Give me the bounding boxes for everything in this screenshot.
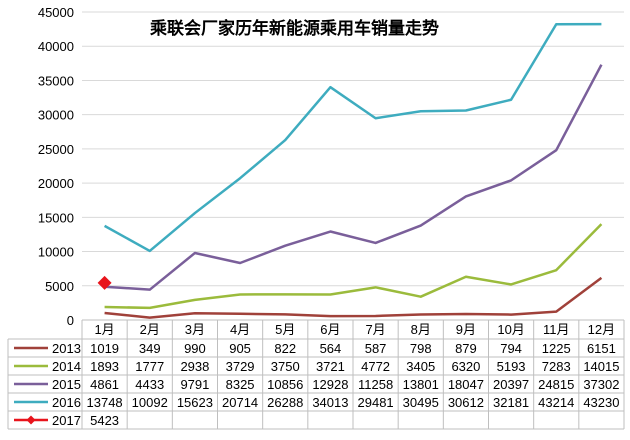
data-label: 3729 — [226, 359, 255, 374]
legend-marker-2017 — [26, 415, 36, 425]
legend-label-2016: 2016 — [52, 395, 81, 410]
data-label: 794 — [500, 341, 522, 356]
data-label: 1019 — [90, 341, 119, 356]
data-label: 905 — [229, 341, 251, 356]
x-tick-label: 7月 — [365, 322, 385, 337]
data-label: 24815 — [538, 377, 574, 392]
x-tick-label: 5月 — [275, 322, 295, 337]
data-label: 798 — [410, 341, 432, 356]
data-label: 822 — [274, 341, 296, 356]
data-label: 14015 — [583, 359, 619, 374]
data-label: 10092 — [132, 395, 168, 410]
data-label: 13748 — [87, 395, 123, 410]
data-label: 564 — [320, 341, 342, 356]
series-line-2015 — [104, 64, 603, 291]
data-label: 349 — [139, 341, 161, 356]
x-tick-label: 9月 — [456, 322, 476, 337]
x-tick-label: 4月 — [230, 322, 250, 337]
data-label: 2938 — [180, 359, 209, 374]
data-label: 37302 — [583, 377, 619, 392]
series-line-2016 — [103, 22, 602, 253]
y-tick-label: 15000 — [38, 210, 74, 225]
data-label: 587 — [365, 341, 387, 356]
data-label: 43214 — [538, 395, 574, 410]
data-label: 20714 — [222, 395, 258, 410]
data-label: 43230 — [583, 395, 619, 410]
data-label: 1893 — [90, 359, 119, 374]
data-label: 30495 — [403, 395, 439, 410]
data-table: 1月 2月 3月 4月 5月 6月 7月 8月 9月 10月 11月 12月 2013 1019 349 99… — [7, 320, 625, 430]
chart-title: 乘联会厂家历年新能源乘用车销量走势 — [149, 18, 439, 39]
y-tick-label: 25000 — [38, 142, 74, 157]
series-line-2014 — [104, 223, 603, 310]
y-tick-label: 20000 — [38, 176, 74, 191]
data-label: 26288 — [267, 395, 303, 410]
data-label: 990 — [184, 341, 206, 356]
axes: 0 5000 10000 15000 20000 25000 30000 35000 40000… — [38, 5, 624, 328]
data-label: 9791 — [180, 377, 209, 392]
data-label: 18047 — [448, 377, 484, 392]
data-label: 13801 — [403, 377, 439, 392]
legend-label-2014: 2014 — [52, 359, 81, 374]
data-label: 4772 — [361, 359, 390, 374]
data-label: 11258 — [358, 377, 393, 392]
x-tick-label: 8月 — [411, 322, 431, 337]
data-label: 34013 — [312, 395, 348, 410]
gridlines — [82, 11, 624, 287]
data-label: 6151 — [587, 341, 616, 356]
x-tick-label: 12月 — [588, 322, 615, 337]
data-label: 30612 — [448, 395, 484, 410]
data-label: 20397 — [493, 377, 529, 392]
series-lines — [97, 22, 603, 319]
series-line-2013 — [104, 276, 603, 319]
x-tick-label: 3月 — [185, 322, 205, 337]
data-label: 5423 — [90, 413, 119, 428]
y-tick-label: 0 — [67, 313, 74, 328]
data-label: 879 — [455, 341, 477, 356]
data-label: 32181 — [493, 395, 529, 410]
data-label: 10856 — [267, 377, 303, 392]
legend-label-2017: 2017 — [52, 413, 81, 428]
data-label: 15623 — [177, 395, 213, 410]
data-label: 3750 — [271, 359, 300, 374]
data-label: 1225 — [542, 341, 571, 356]
legend-label-2015: 2015 — [52, 377, 81, 392]
data-label: 1777 — [135, 359, 164, 374]
data-label: 5193 — [497, 359, 526, 374]
x-tick-label: 11月 — [543, 322, 570, 337]
y-tick-label: 5000 — [45, 279, 74, 294]
y-tick-label: 45000 — [38, 5, 74, 20]
data-point-2017 — [97, 275, 112, 290]
legend-label-2013: 2013 — [52, 341, 81, 356]
data-label: 8325 — [226, 377, 255, 392]
x-tick-label: 1月 — [94, 322, 114, 337]
data-label: 29481 — [358, 395, 394, 410]
y-tick-label: 40000 — [38, 39, 74, 54]
data-label: 4861 — [90, 377, 119, 392]
data-label: 4433 — [135, 377, 164, 392]
y-tick-label: 35000 — [38, 73, 74, 88]
x-tick-label: 10月 — [497, 322, 524, 337]
data-label: 6320 — [451, 359, 480, 374]
data-label: 3721 — [316, 359, 345, 374]
data-label: 12928 — [312, 377, 348, 392]
data-label: 3405 — [406, 359, 435, 374]
y-tick-label: 10000 — [38, 245, 74, 260]
y-tick-label: 30000 — [38, 108, 74, 123]
x-tick-label: 6月 — [320, 322, 340, 337]
x-tick-label: 2月 — [140, 322, 160, 337]
data-label: 7283 — [542, 359, 571, 374]
